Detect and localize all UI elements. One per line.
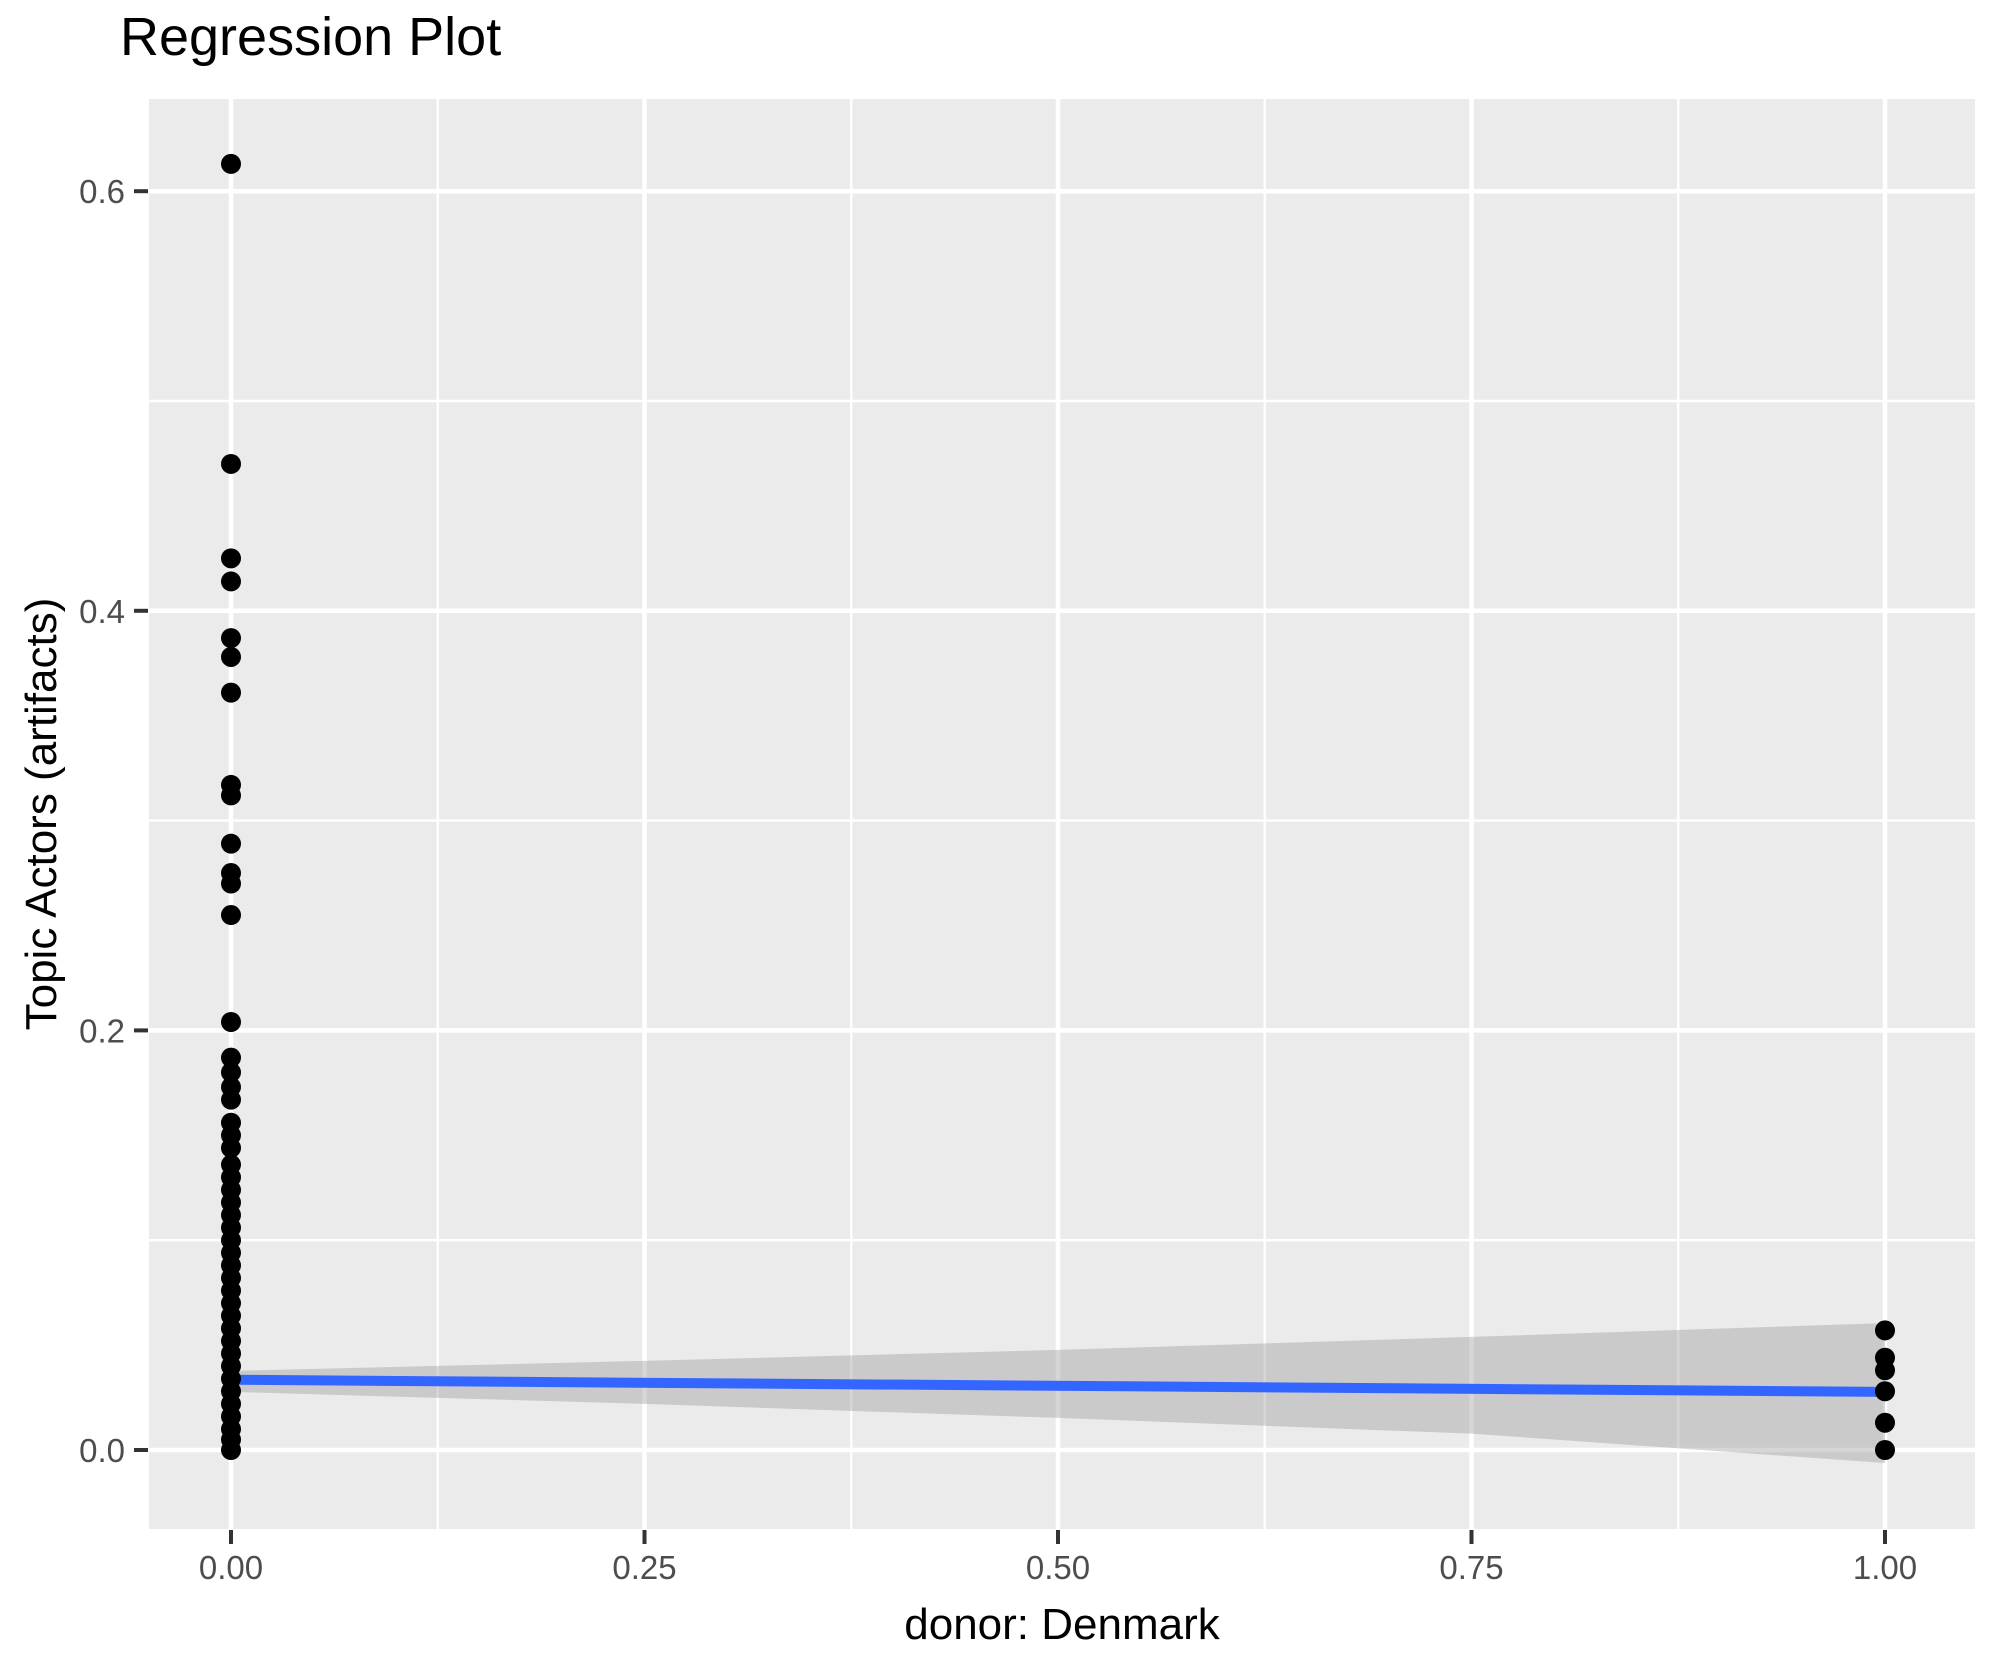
data-point	[1875, 1440, 1895, 1460]
data-point	[221, 682, 241, 703]
data-point	[1875, 1320, 1895, 1341]
confidence-band	[231, 1323, 1885, 1464]
plot-panel	[149, 99, 1975, 1529]
data-point	[221, 1062, 241, 1083]
x-axis-title: donor: Denmark	[904, 1600, 1220, 1649]
data-point	[221, 153, 241, 174]
y-tick-label: 0.6	[79, 173, 125, 210]
data-point	[221, 1089, 241, 1110]
plot-title: Regression Plot	[120, 7, 502, 67]
x-tick-label: 1.00	[1853, 1549, 1917, 1586]
data-point	[221, 785, 241, 806]
data-point	[221, 873, 241, 894]
data-point	[221, 1047, 241, 1068]
data-point	[1875, 1360, 1895, 1381]
data-point	[221, 548, 241, 569]
data-point	[1875, 1412, 1895, 1433]
y-tick-label: 0.4	[79, 593, 125, 630]
data-point	[221, 628, 241, 649]
data-point	[221, 1440, 241, 1460]
data-point	[1875, 1381, 1895, 1402]
x-tick-label: 0.75	[1439, 1549, 1503, 1586]
data-point	[221, 1012, 241, 1033]
x-tick-label: 0.50	[1026, 1549, 1090, 1586]
data-point	[221, 646, 241, 667]
regression-line	[230, 1374, 1886, 1397]
y-tick-label: 0.2	[79, 1012, 125, 1049]
x-tick-label: 0.25	[612, 1549, 676, 1586]
data-point	[221, 905, 241, 926]
x-tick-label: 0.00	[199, 1549, 263, 1586]
y-axis-title: Topic Actors (artifacts)	[17, 597, 66, 1031]
data-point	[221, 1137, 241, 1158]
data-point	[221, 453, 241, 474]
data-point	[221, 571, 241, 592]
y-tick-label: 0.0	[79, 1432, 125, 1469]
data-point	[221, 833, 241, 854]
